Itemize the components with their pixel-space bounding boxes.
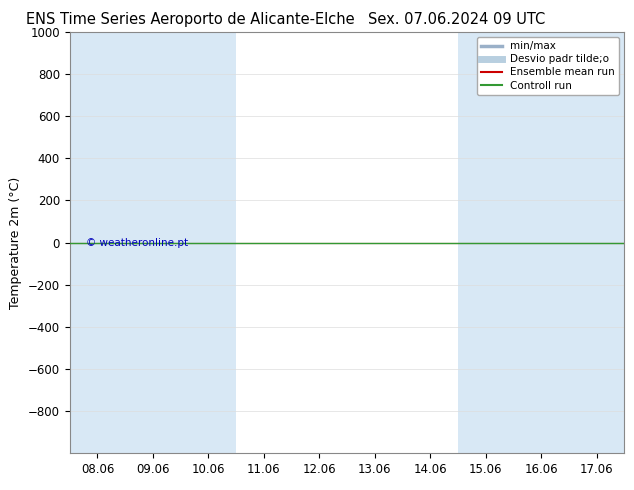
Bar	[569, 32, 624, 453]
Text: © weatheronline.pt: © weatheronline.pt	[86, 238, 188, 247]
Legend: min/max, Desvio padr tilde;o, Ensemble mean run, Controll run: min/max, Desvio padr tilde;o, Ensemble m…	[477, 37, 619, 95]
Bar	[458, 32, 514, 453]
Bar	[181, 32, 236, 453]
Bar	[125, 32, 181, 453]
Y-axis label: Temperature 2m (°C): Temperature 2m (°C)	[10, 176, 22, 309]
Text: Sex. 07.06.2024 09 UTC: Sex. 07.06.2024 09 UTC	[368, 12, 545, 27]
Bar	[70, 32, 126, 453]
Text: ENS Time Series Aeroporto de Alicante-Elche: ENS Time Series Aeroporto de Alicante-El…	[26, 12, 354, 27]
Bar	[514, 32, 569, 453]
